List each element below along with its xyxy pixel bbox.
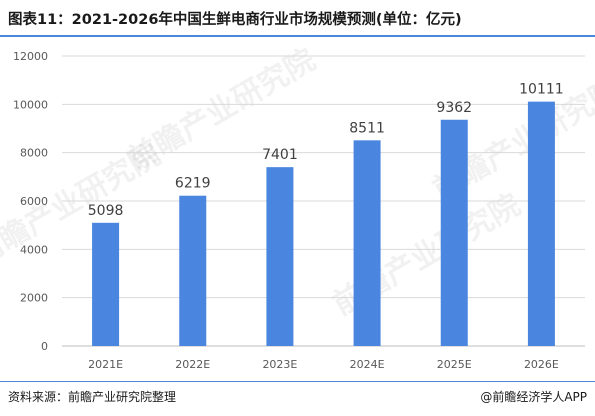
x-tick-label: 2024E [350,358,385,371]
title-divider [0,35,595,37]
data-label: 9362 [436,100,472,116]
bar [266,167,294,346]
footer-divider [0,381,595,382]
chart-title: 图表11：2021-2026年中国生鲜电商行业市场规模预测(单位：亿元) [8,12,462,28]
x-tick-label: 2025E [437,358,472,371]
brand-credit: @前瞻经济学人APP [480,390,587,404]
y-tick-label: 10000 [13,98,48,111]
y-tick-label: 6000 [20,195,48,208]
x-tick-label: 2023E [262,358,297,371]
bar [527,101,555,346]
data-label: 8511 [349,120,385,136]
data-label: 7401 [262,147,298,163]
x-tick-label: 2026E [524,358,559,371]
y-tick-label: 8000 [20,147,48,160]
bar [440,119,468,346]
x-tick-label: 2022E [175,358,210,371]
data-label: 10111 [519,82,564,98]
y-tick-label: 0 [41,340,48,353]
y-tick-label: 2000 [20,292,48,305]
bar [353,140,381,346]
bar [179,195,207,346]
y-tick-label: 4000 [20,243,48,256]
bar [92,222,120,346]
y-tick-label: 12000 [13,50,48,63]
bar-chart: 0 2000 4000 6000 8000 10000 12000 5098 2021E 6219… [13,50,585,371]
data-label: 5098 [88,203,124,219]
source-note: 资料来源：前瞻产业研究院整理 [8,390,177,404]
x-tick-label: 2021E [88,358,123,371]
data-label: 6219 [175,176,211,192]
